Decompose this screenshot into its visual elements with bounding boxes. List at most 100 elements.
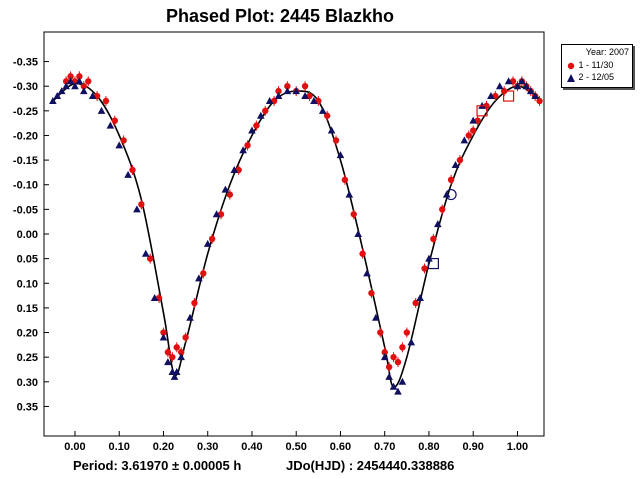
data-point-series-2 [451,161,460,169]
data-point-series-2 [230,165,239,173]
data-point-series-1 [182,334,189,341]
data-point-series-1 [412,299,419,307]
y-tick-label: 0.25 [17,352,38,364]
data-point-series-1 [447,176,455,184]
x-tick-label: 0.20 [153,441,174,453]
data-point-series-2 [522,82,531,90]
data-point-series-1 [421,265,428,272]
data-point-series-2 [416,294,424,302]
period-label: Period: 3.61970 ± 0.00005 h [73,458,242,473]
data-point-series-2 [310,96,318,104]
epoch-label: JDo(HJD) : 2454440.338886 [286,458,455,473]
data-point-series-1 [465,132,472,139]
data-point-series-2 [518,77,526,85]
data-point-series-2 [80,87,88,95]
data-point-series-2 [195,274,203,282]
open-square-marker [503,90,515,102]
data-point-series-2 [159,333,168,341]
data-point-series-2 [75,77,84,85]
data-point-series-2 [66,77,75,85]
data-point-series-1 [381,349,388,356]
data-point-series-2 [363,269,371,277]
data-point-series-2 [504,77,513,85]
data-point-series-2 [526,87,535,95]
data-point-series-1 [111,117,118,124]
data-point-series-2 [354,230,362,237]
x-tick-label: 0.40 [241,441,262,453]
x-tick-label: 0.90 [462,441,483,453]
data-point-series-2 [274,92,283,100]
data-point-series-2 [221,185,230,193]
x-axis: 0.00 0.10 0.20 0.30 0.40 0.50 0.60 0.70 0.80 0.90… [64,431,528,453]
data-point-series-2 [164,358,172,366]
data-point-series-2 [248,126,256,134]
y-tick-label: 0.20 [17,328,38,340]
data-point-series-1 [177,349,185,356]
data-point-series-2 [124,170,132,178]
data-point-series-2 [327,126,336,134]
data-point-series-1 [430,235,437,243]
data-point-series-1 [394,358,402,366]
data-point-series-2 [380,353,389,361]
data-point-series-1 [368,289,375,297]
legend-item-1: 1 - 11/30 [566,59,613,71]
data-point-series-2 [203,239,212,247]
data-point-series-2 [283,87,292,95]
x-tick-label: 0.80 [418,441,439,453]
red-circle-icon [567,62,575,69]
data-point-series-2 [460,136,469,144]
legend-label-1: 1 - 11/30 [578,60,614,70]
data-point-series-1 [129,166,136,174]
x-tick-label: 0.00 [64,441,85,453]
data-point-series-2 [57,87,66,95]
data-point-series-2 [115,141,124,149]
x-tick-label: 1.00 [507,441,528,453]
data-point-series-1 [67,73,74,80]
data-point-series-2 [53,92,62,100]
data-point-series-1 [275,87,282,95]
data-point-series-1 [284,82,291,90]
data-point-series-1 [262,107,269,115]
y-tick-label: -0.10 [13,180,38,192]
data-point-series-1 [439,206,446,213]
data-point-series-1 [332,137,340,144]
data-points [49,71,543,395]
data-point-series-1 [120,137,127,144]
data-point-series-1 [323,112,331,119]
data-point-series-2 [394,387,402,395]
data-point-series-2 [172,367,181,375]
data-point-series-2 [49,96,57,104]
data-point-series-1 [399,344,406,351]
data-point-series-1 [138,201,145,208]
data-point-series-1 [301,82,309,90]
open-markers [427,90,515,270]
y-tick-label: 0.15 [17,303,38,315]
data-point-series-1 [191,299,198,307]
y-tick-label: 0.35 [17,401,38,413]
data-point-series-1 [200,270,207,277]
data-point-series-2 [531,92,539,100]
legend: Year: 2007 1 - 11/30 2 - 12/05 [561,44,633,88]
data-point-series-2 [257,111,265,119]
data-point-series-2 [398,377,407,385]
legend-label-2: 2 - 12/05 [578,72,615,82]
data-point-series-2 [150,294,159,302]
data-point-series-2 [265,96,274,104]
y-tick-label: -0.05 [13,204,38,216]
data-point-series-2 [239,146,247,154]
y-tick-label: 0.00 [17,229,38,241]
data-point-series-2 [513,82,522,90]
data-point-series-2 [292,87,301,95]
x-tick-label: 0.70 [374,441,395,453]
y-axis: -0.35 -0.30 -0.25 -0.20 -0.15 -0.10 -0.05 0.00 0… [13,57,49,413]
data-point-series-1 [173,344,180,351]
data-point-series-1 [470,127,477,134]
y-tick-label: -0.20 [13,130,38,142]
data-point-series-1 [341,176,349,184]
data-point-series-2 [495,82,504,90]
data-point-series-1 [377,329,384,336]
data-point-series-1 [359,250,366,257]
data-point-series-2 [318,106,327,114]
data-point-series-1 [536,97,543,105]
